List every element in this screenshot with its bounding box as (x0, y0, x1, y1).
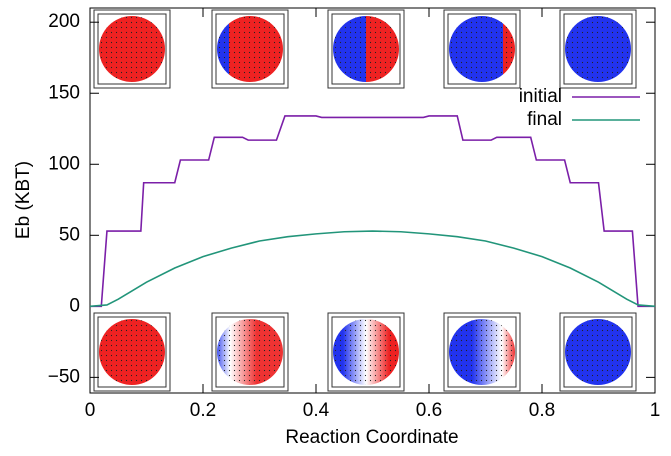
x-tick-label: 0.6 (416, 400, 442, 421)
x-tick-label: 0.4 (303, 400, 330, 421)
series-line (90, 231, 655, 306)
legend-label: initial (519, 86, 562, 107)
x-tick-label: 0.8 (529, 400, 555, 421)
series-line (90, 116, 655, 306)
legend-label: final (527, 109, 562, 130)
y-tick-label: 100 (48, 153, 80, 174)
y-axis-label: Eb (KBT) (13, 161, 34, 239)
y-tick-label: 50 (59, 224, 80, 245)
chart: Reaction Coordinate Eb (KBT) −5005010015… (0, 0, 671, 451)
y-tick-label: 0 (69, 295, 80, 316)
y-tick-label: −50 (48, 366, 80, 387)
y-tick-label: 200 (48, 11, 80, 32)
x-tick-label: 1 (650, 400, 661, 421)
y-tick-label: 150 (48, 82, 80, 103)
x-tick-label: 0 (85, 400, 96, 421)
x-tick-label: 0.2 (190, 400, 216, 421)
x-axis-label: Reaction Coordinate (285, 427, 458, 448)
insets (94, 10, 636, 391)
